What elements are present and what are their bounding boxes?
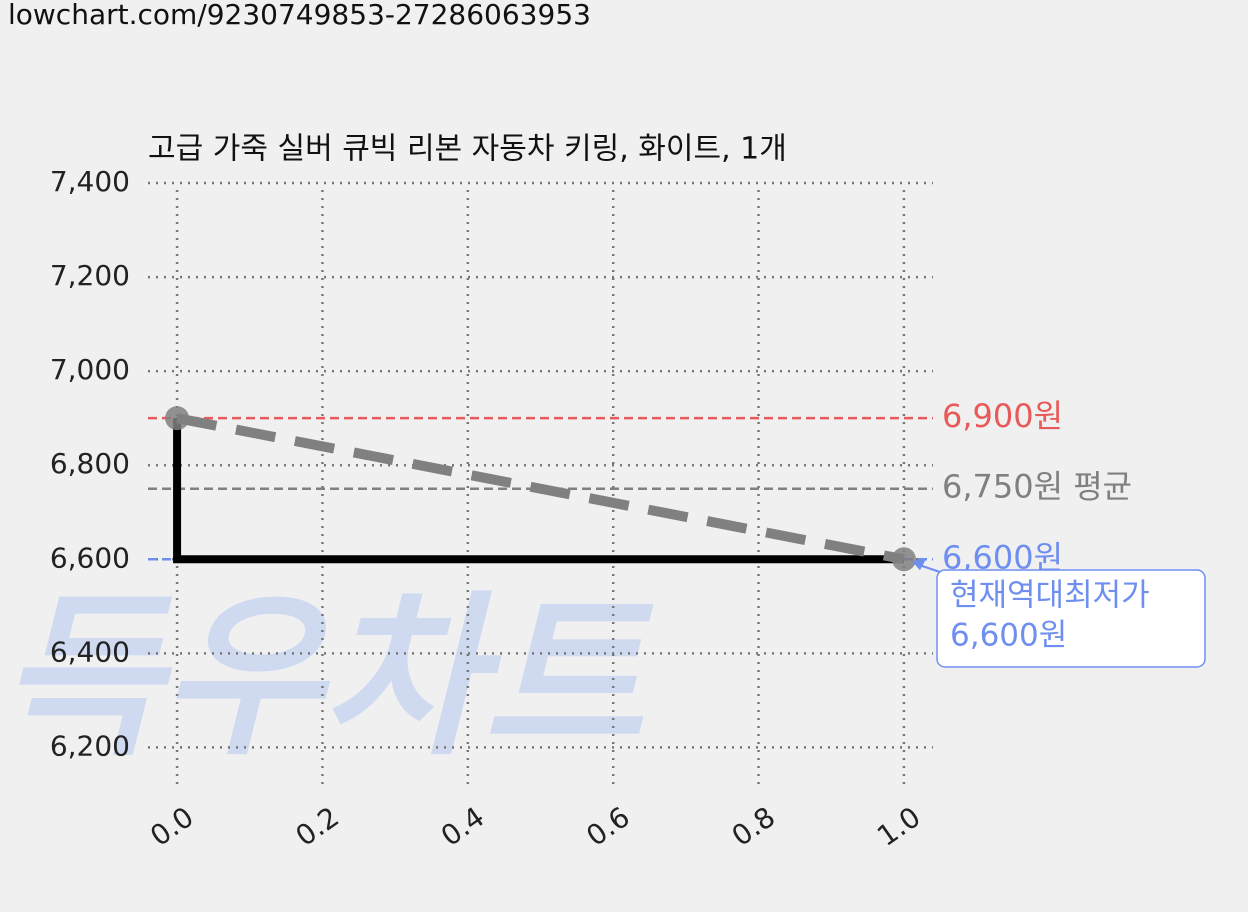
series-line [173, 418, 904, 564]
y-tick-label: 6,400 [50, 635, 130, 668]
y-tick-label: 7,000 [50, 353, 130, 386]
y-tick-label: 7,400 [50, 165, 130, 198]
point [891, 547, 916, 572]
annotation-arrowhead [911, 559, 926, 571]
url: lowchart.com/9230749853-27286063953 [8, 0, 591, 31]
annotation-text: 6,600원 [950, 618, 1067, 654]
y-tick-label: 7,200 [50, 259, 130, 292]
y-tick-label: 6,200 [50, 729, 130, 762]
annotation-text: 현재역대최저가 [950, 578, 1150, 614]
watermark: 득우차트 [0, 577, 654, 780]
reference-label: 6,750원 평균 [942, 468, 1132, 506]
reference-label: 6,900원 [942, 397, 1063, 435]
point [165, 406, 190, 431]
annotation-box [936, 569, 1206, 668]
y-tick-label: 6,800 [50, 447, 130, 480]
series-line [176, 413, 905, 565]
y-tick-label: 6,600 [50, 541, 130, 574]
chart-title: 고급 가죽 실버 큐빅 리본 자동차 키링, 화이트, 1개 [148, 132, 787, 167]
